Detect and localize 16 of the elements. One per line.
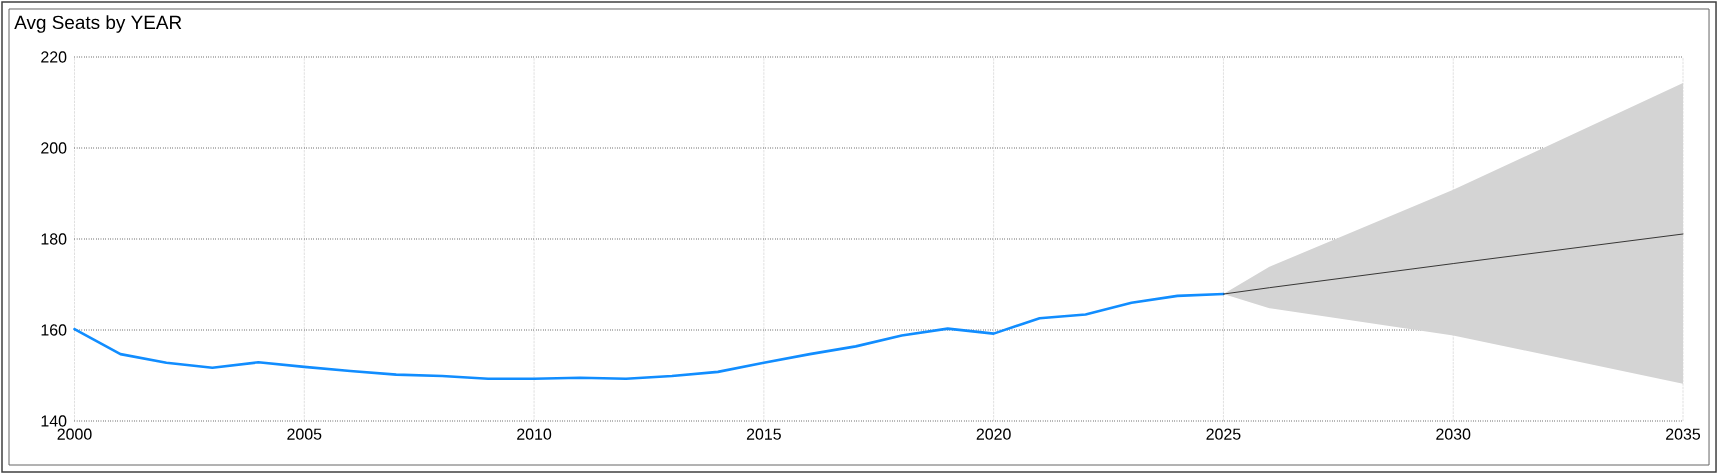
x-tick-label: 2000 (57, 428, 92, 440)
y-tick-label: 140 (41, 415, 67, 427)
chart-title: Avg Seats by YEAR (14, 15, 182, 33)
line-series (1222, 233, 1684, 295)
x-tick-label: 2035 (1666, 428, 1701, 440)
y-tick-label: 160 (41, 324, 67, 336)
line-series (73, 292, 1225, 380)
y-tick-label: 220 (41, 51, 67, 63)
x-tick-label: 2010 (517, 428, 552, 440)
x-tick-label: 2005 (287, 428, 322, 440)
x-tick-label: 2020 (976, 428, 1011, 440)
x-tick-label: 2015 (746, 428, 781, 440)
y-tick-label: 180 (41, 233, 67, 245)
x-tick-label: 2025 (1206, 428, 1241, 440)
x-tick-label: 2030 (1436, 428, 1471, 440)
y-tick-label: 200 (41, 142, 67, 154)
